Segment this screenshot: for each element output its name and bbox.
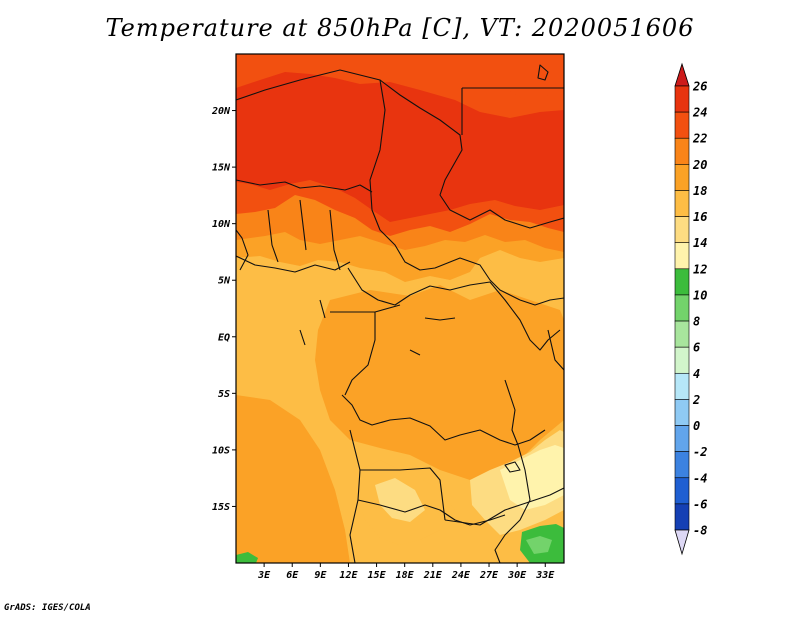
colorbar-label: 4 [693, 367, 700, 381]
field-26c [236, 72, 564, 222]
field-20c-southwest [236, 395, 350, 563]
colorbar-swatch [674, 242, 690, 270]
colorbar-label: 6 [693, 341, 700, 355]
lon-tick-label: 9E [314, 570, 327, 581]
colorbar-label: 8 [693, 315, 700, 329]
lat-tick-label: 10S [212, 445, 230, 456]
colorbar-label: 0 [693, 419, 700, 433]
map-frame [235, 53, 565, 564]
colorbar-swatch [674, 164, 690, 191]
lat-tick-label: 15S [212, 502, 230, 513]
country-borders [236, 64, 564, 563]
field-10c-southeast [526, 536, 552, 554]
field-20c-south [315, 285, 564, 480]
colorbar-top-arrow [674, 62, 690, 87]
page-title: Temperature at 850hPa [C], VT: 202005160… [105, 14, 695, 42]
colorbar-label: -2 [693, 445, 707, 459]
colorbar-swatch [674, 477, 690, 505]
grads-credit: GrADS: IGES/COLA [4, 603, 91, 613]
colorbar-swatch [674, 85, 690, 113]
latitude-axis: 20N 15N 10N 5N EQ 5S 10S 15S [211, 106, 236, 513]
colorbar-swatch [674, 346, 690, 374]
colorbar-swatch [674, 372, 690, 400]
colorbar-swatch [674, 268, 690, 296]
temperature-field [236, 54, 564, 563]
field-12c-southwest [236, 552, 258, 563]
colorbar-label: 22 [692, 132, 707, 146]
lon-tick-label: 18E [396, 570, 415, 581]
colorbar-label: 24 [692, 106, 707, 120]
lon-tick-label: 3E [257, 570, 271, 581]
lat-tick-label: 20N [211, 106, 231, 117]
colorbar-swatch [674, 503, 690, 531]
lon-tick-label: 21E [423, 570, 443, 581]
longitude-axis: 3E 6E 9E 12E 15E 18E 21E 24E 27E 30E 33E [257, 563, 555, 581]
colorbar-label: 26 [692, 80, 707, 94]
colorbar-swatch [674, 451, 690, 479]
colorbar-bottom-arrow [674, 529, 690, 556]
colorbar-swatch [674, 320, 690, 348]
lat-tick-label: EQ [218, 332, 230, 343]
lon-tick-label: 6E [286, 570, 299, 581]
colorbar-swatch [674, 399, 690, 426]
lat-tick-label: 10N [212, 219, 231, 230]
colorbar-swatch [674, 216, 690, 244]
colorbar-label: -4 [693, 471, 707, 485]
colorbar-label: 16 [693, 210, 707, 224]
colorbar-label: 20 [692, 158, 707, 172]
field-14c-south [500, 445, 564, 510]
colorbar-label: -6 [693, 497, 707, 511]
lat-tick-label: 5S [218, 389, 230, 400]
lon-tick-label: 15E [368, 570, 387, 581]
lon-tick-label: 30E [507, 570, 527, 581]
colorbar-swatch [674, 111, 690, 139]
lon-tick-label: 12E [339, 570, 358, 581]
colorbar-swatch [674, 294, 690, 322]
lat-tick-label: 5N [218, 276, 231, 287]
colorbar-swatch [674, 425, 690, 452]
lon-tick-label: 24E [451, 570, 471, 581]
lon-tick-label: 33E [535, 570, 555, 581]
colorbar-label: 2 [692, 393, 700, 407]
colorbar-label: -8 [693, 524, 707, 538]
field-16c-patch [375, 478, 425, 522]
colorbar-swatch [674, 137, 690, 165]
colorbar-swatch [674, 190, 690, 217]
lon-tick-label: 27E [479, 570, 499, 581]
colorbar-label: 12 [693, 262, 707, 276]
colorbar-label: 18 [693, 184, 707, 198]
lat-tick-label: 15N [212, 163, 231, 174]
colorbar-label: 14 [693, 236, 707, 250]
colorbar-label: 10 [693, 288, 707, 302]
